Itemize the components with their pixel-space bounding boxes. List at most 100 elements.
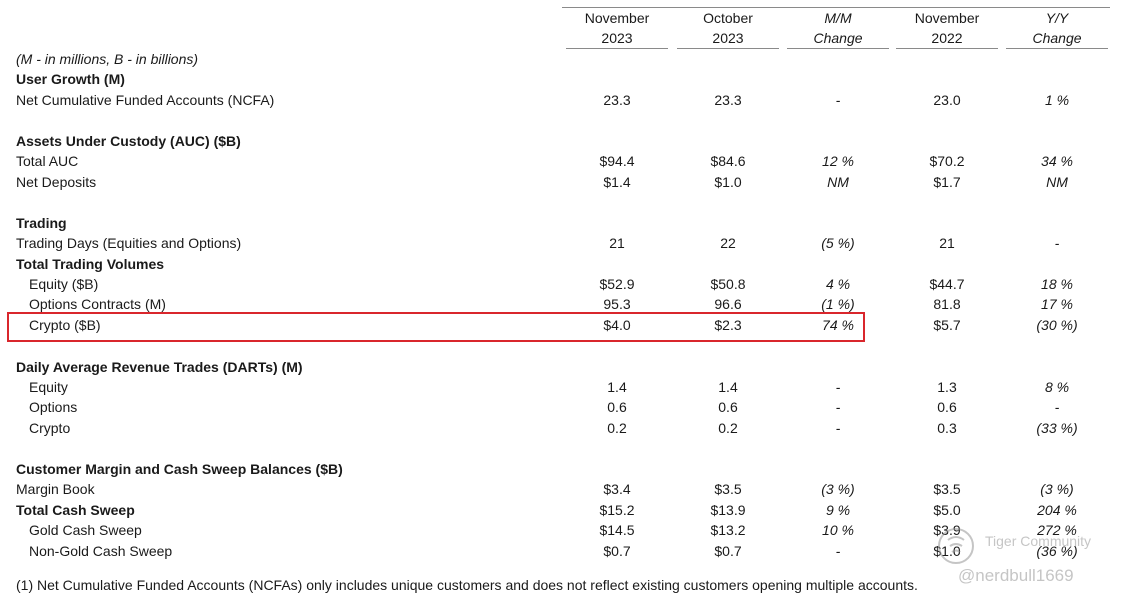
cell-yy-change: (33 %)	[1036, 420, 1078, 436]
units-note-row: (M - in millions, B - in billions)	[0, 49, 1122, 69]
cell-oct-2023: $84.6	[710, 153, 746, 169]
cell-nov-2022: $44.7	[929, 276, 965, 292]
cell-yy-change: -	[1054, 235, 1060, 251]
row-label: Margin Book	[16, 481, 95, 497]
row-label: Equity	[29, 379, 68, 395]
section-header-darts: Daily Average Revenue Trades (DARTs) (M)	[0, 357, 1122, 377]
cell-nov-2022: $5.0	[933, 502, 961, 518]
cell-nov-2022: 1.3	[937, 379, 957, 395]
watermark-user: @nerdbull1669	[958, 566, 1074, 585]
cell-mm-change: 74 %	[822, 317, 854, 333]
header-rule-2	[677, 48, 779, 49]
row-label: Net Deposits	[16, 174, 97, 190]
cell-nov-2023: 23.3	[603, 92, 631, 108]
cell-oct-2023: 0.2	[718, 420, 738, 436]
section-header-user-growth: User Growth (M)	[0, 69, 1122, 89]
table-row-equity-volume: Equity ($B) $52.9 $50.8 4 % $44.7 18 %	[0, 274, 1122, 294]
cell-oct-2023: $13.9	[710, 502, 746, 518]
cell-nov-2022: 23.0	[933, 92, 961, 108]
header-line1: Y/Y	[1045, 10, 1069, 26]
watermark-community: Tiger Community	[985, 533, 1092, 549]
row-label: Trading Days (Equities and Options)	[16, 235, 242, 251]
cell-yy-change: (36 %)	[1036, 543, 1078, 559]
header-line1: M/M	[824, 10, 852, 26]
row-label: Total Cash Sweep	[16, 502, 135, 518]
cell-oct-2023: $13.2	[710, 522, 746, 538]
header-rule-1	[566, 48, 668, 49]
cell-mm-change: -	[835, 543, 841, 559]
cell-nov-2023: $94.4	[599, 153, 635, 169]
table-row-crypto-volume: Crypto ($B) $4.0 $2.3 74 % $5.7 (30 %)	[0, 315, 1122, 335]
row-label: Crypto	[29, 420, 71, 436]
cell-nov-2023: $14.5	[599, 522, 635, 538]
header-line2: Change	[813, 30, 863, 46]
table-row-ncfa: Net Cumulative Funded Accounts (NCFA) 23…	[0, 90, 1122, 110]
row-label: User Growth (M)	[16, 71, 125, 87]
table-row-net-deposits: Net Deposits $1.4 $1.0 NM $1.7 NM	[0, 172, 1122, 192]
header-line1: November	[914, 10, 980, 26]
cell-nov-2022: $3.5	[933, 481, 961, 497]
table-row-options-contracts: Options Contracts (M) 95.3 96.6 (1 %) 81…	[0, 294, 1122, 314]
row-label: Customer Margin and Cash Sweep Balances …	[16, 461, 343, 477]
cell-mm-change: (5 %)	[821, 235, 855, 251]
cell-yy-change: (30 %)	[1036, 317, 1078, 333]
section-header-trading: Trading	[0, 213, 1122, 233]
cell-oct-2023: 22	[720, 235, 736, 251]
cell-oct-2023: $0.7	[714, 543, 742, 559]
cell-yy-change: (3 %)	[1040, 481, 1074, 497]
table-row-darts-crypto: Crypto 0.2 0.2 - 0.3 (33 %)	[0, 418, 1122, 438]
header-col-mm-change: M/M Change	[783, 8, 893, 48]
header-line2: 2023	[712, 30, 744, 46]
cell-mm-change: (1 %)	[821, 296, 855, 312]
row-label: Options	[29, 399, 78, 415]
cell-mm-change: -	[835, 92, 841, 108]
cell-yy-change: 8 %	[1044, 379, 1070, 395]
cell-nov-2022: $1.0	[933, 543, 961, 559]
cell-nov-2023: $0.7	[603, 543, 631, 559]
table-row-total-auc: Total AUC $94.4 $84.6 12 % $70.2 34 %	[0, 151, 1122, 171]
row-label: Trading	[16, 215, 67, 231]
cell-yy-change: NM	[1046, 174, 1068, 190]
cell-nov-2023: 21	[609, 235, 625, 251]
cell-nov-2023: $52.9	[599, 276, 635, 292]
table-row-total-cash-sweep: Total Cash Sweep $15.2 $13.9 9 % $5.0 20…	[0, 500, 1122, 520]
header-rule-5	[1006, 48, 1108, 49]
header-col-nov-2022: November 2022	[892, 8, 1002, 48]
cell-yy-change: 34 %	[1041, 153, 1073, 169]
cell-yy-change: -	[1054, 399, 1060, 415]
section-header-total-trading-volumes: Total Trading Volumes	[0, 254, 1122, 274]
cell-oct-2023: 23.3	[714, 92, 742, 108]
header-line2: 2023	[601, 30, 633, 46]
cell-oct-2023: $2.3	[714, 317, 742, 333]
table-row-gold-cash-sweep: Gold Cash Sweep $14.5 $13.2 10 % $3.9 27…	[0, 520, 1122, 540]
header-rule-3	[787, 48, 889, 49]
cell-oct-2023: 1.4	[718, 379, 738, 395]
cell-mm-change: -	[835, 379, 841, 395]
cell-nov-2022: 81.8	[933, 296, 961, 312]
cell-oct-2023: $50.8	[710, 276, 746, 292]
cell-nov-2023: 0.6	[607, 399, 627, 415]
tiger-community-logo-icon	[938, 528, 974, 564]
cell-nov-2022: $1.7	[933, 174, 961, 190]
row-label: Options Contracts (M)	[29, 296, 166, 312]
cell-nov-2023: 0.2	[607, 420, 627, 436]
cell-nov-2023: $3.4	[603, 481, 631, 497]
row-label: Total Trading Volumes	[16, 256, 165, 272]
row-label: Daily Average Revenue Trades (DARTs) (M)	[16, 359, 303, 375]
cell-nov-2022: $70.2	[929, 153, 965, 169]
header-line2: Change	[1032, 30, 1082, 46]
row-label: Total AUC	[16, 153, 79, 169]
footnote: (1) Net Cumulative Funded Accounts (NCFA…	[16, 577, 918, 593]
cell-yy-change: 17 %	[1041, 296, 1073, 312]
header-line2: 2022	[931, 30, 963, 46]
row-label: Net Cumulative Funded Accounts (NCFA)	[16, 92, 275, 108]
cell-nov-2022: $3.9	[933, 522, 961, 538]
table-row-trading-days: Trading Days (Equities and Options) 21 2…	[0, 233, 1122, 253]
section-header-auc: Assets Under Custody (AUC) ($B)	[0, 131, 1122, 151]
units-note: (M - in millions, B - in billions)	[16, 51, 199, 67]
cell-nov-2023: 1.4	[607, 379, 627, 395]
row-label: Non-Gold Cash Sweep	[29, 543, 173, 559]
cell-nov-2023: $15.2	[599, 502, 635, 518]
cell-mm-change: 9 %	[825, 502, 851, 518]
row-label: Equity ($B)	[29, 276, 99, 292]
